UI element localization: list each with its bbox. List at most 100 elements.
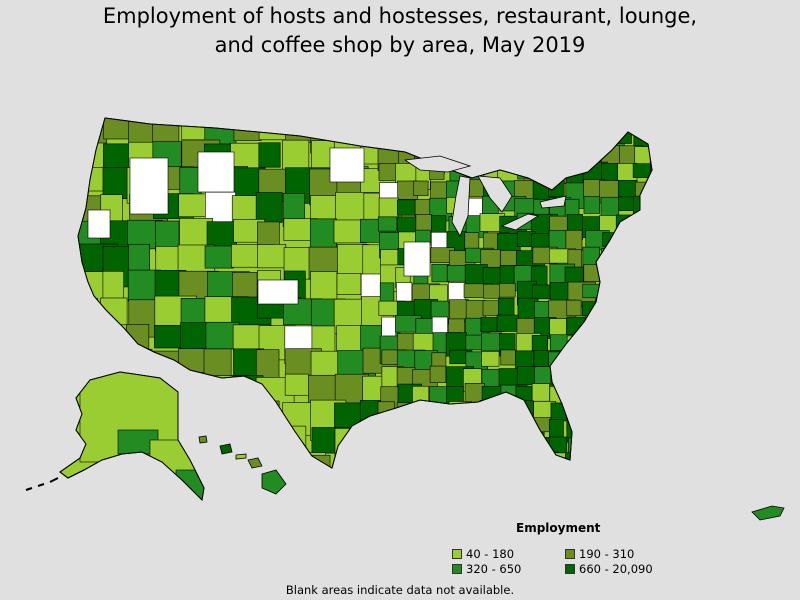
area-patch bbox=[203, 348, 232, 384]
footnote: Blank areas indicate data not available. bbox=[285, 583, 515, 597]
area-patch bbox=[650, 161, 652, 189]
area-patch bbox=[381, 130, 404, 149]
area-patch bbox=[102, 454, 129, 468]
area-patch bbox=[618, 230, 649, 253]
area-patch bbox=[650, 128, 652, 151]
legend-item-40-180: 40 - 180 bbox=[452, 547, 514, 561]
area-patch bbox=[583, 401, 606, 416]
area-patch bbox=[602, 266, 620, 289]
area-patch bbox=[380, 434, 409, 454]
area-patch bbox=[515, 385, 533, 401]
area-patch bbox=[481, 351, 500, 367]
area-patch bbox=[601, 350, 627, 372]
area-patch bbox=[651, 366, 652, 390]
area-patch bbox=[633, 213, 652, 235]
area-patch bbox=[430, 402, 456, 421]
area-patch bbox=[517, 454, 544, 468]
area-patch bbox=[548, 351, 578, 368]
area-patch bbox=[481, 436, 501, 456]
area-patch bbox=[448, 453, 470, 468]
legend-label: 320 - 650 bbox=[466, 562, 522, 576]
area-patch bbox=[102, 350, 129, 375]
area-patch bbox=[649, 214, 652, 243]
area-patch bbox=[634, 316, 650, 339]
area-patch bbox=[615, 214, 639, 239]
area-patch bbox=[413, 180, 429, 196]
area-patch bbox=[431, 316, 448, 334]
area-patch bbox=[615, 318, 642, 336]
area-patch bbox=[128, 243, 151, 273]
lake-erie bbox=[500, 213, 540, 231]
no-data-area bbox=[197, 151, 235, 193]
area-patch bbox=[532, 148, 562, 171]
conus-outline bbox=[77, 117, 653, 469]
area-patch bbox=[550, 130, 568, 160]
area-patch bbox=[413, 453, 437, 468]
area-patch bbox=[381, 453, 399, 468]
area-patch bbox=[377, 216, 398, 232]
area-patch bbox=[619, 351, 637, 370]
area-patch bbox=[396, 434, 424, 459]
area-patch bbox=[616, 365, 645, 388]
area-patch bbox=[534, 129, 550, 147]
area-patch bbox=[633, 130, 650, 147]
area-patch bbox=[499, 283, 516, 298]
legend-swatch bbox=[452, 549, 462, 559]
area-patch bbox=[483, 283, 500, 299]
area-patch bbox=[465, 147, 492, 168]
area-patch bbox=[582, 333, 602, 356]
area-patch bbox=[78, 142, 107, 171]
alaska-outline bbox=[59, 371, 205, 502]
area-patch bbox=[583, 196, 601, 214]
puerto-rico bbox=[751, 505, 785, 521]
area-patch bbox=[335, 455, 380, 468]
legend-item-190-310: 190 - 310 bbox=[565, 547, 634, 561]
area-patch bbox=[360, 273, 383, 300]
area-patch bbox=[584, 365, 602, 389]
area-patch bbox=[481, 332, 503, 352]
area-patch bbox=[414, 419, 435, 444]
area-patch bbox=[582, 283, 606, 299]
area-patch bbox=[650, 299, 652, 328]
area-patch bbox=[204, 400, 235, 434]
area-patch bbox=[585, 129, 615, 151]
area-patch bbox=[481, 385, 503, 405]
area-patch bbox=[653, 250, 673, 268]
area-patch bbox=[652, 417, 673, 438]
map-title: Employment of hosts and hostesses, resta… bbox=[0, 2, 800, 60]
area-patch bbox=[633, 231, 652, 257]
area-patch bbox=[600, 335, 627, 353]
area-patch bbox=[636, 367, 652, 391]
area-patch bbox=[465, 130, 482, 158]
area-patch bbox=[517, 437, 546, 462]
area-patch bbox=[565, 451, 588, 468]
area-patch bbox=[616, 453, 633, 468]
hawaii-island-maui bbox=[247, 457, 263, 469]
area-patch bbox=[634, 301, 652, 325]
area-patch bbox=[634, 249, 652, 269]
area-patch bbox=[531, 284, 551, 300]
area-patch bbox=[651, 433, 652, 450]
area-patch bbox=[378, 197, 399, 220]
area-patch bbox=[634, 435, 652, 465]
area-patch bbox=[632, 266, 651, 290]
area-patch bbox=[514, 128, 531, 146]
area-patch bbox=[568, 437, 597, 453]
area-patch bbox=[498, 297, 515, 318]
area-patch bbox=[497, 145, 514, 164]
area-patch bbox=[599, 419, 619, 442]
area-patch bbox=[548, 436, 568, 464]
area-patch bbox=[532, 451, 559, 468]
lake-superior bbox=[403, 155, 472, 173]
area-patch bbox=[395, 419, 415, 445]
hawaii-island-kauai bbox=[198, 435, 208, 444]
area-patch bbox=[582, 418, 610, 444]
area-patch bbox=[599, 454, 622, 468]
area-patch bbox=[649, 198, 652, 215]
area-patch bbox=[480, 418, 506, 436]
area-patch bbox=[258, 118, 288, 141]
area-patch bbox=[618, 332, 640, 350]
area-patch bbox=[633, 417, 652, 436]
lake-huron bbox=[477, 175, 513, 213]
